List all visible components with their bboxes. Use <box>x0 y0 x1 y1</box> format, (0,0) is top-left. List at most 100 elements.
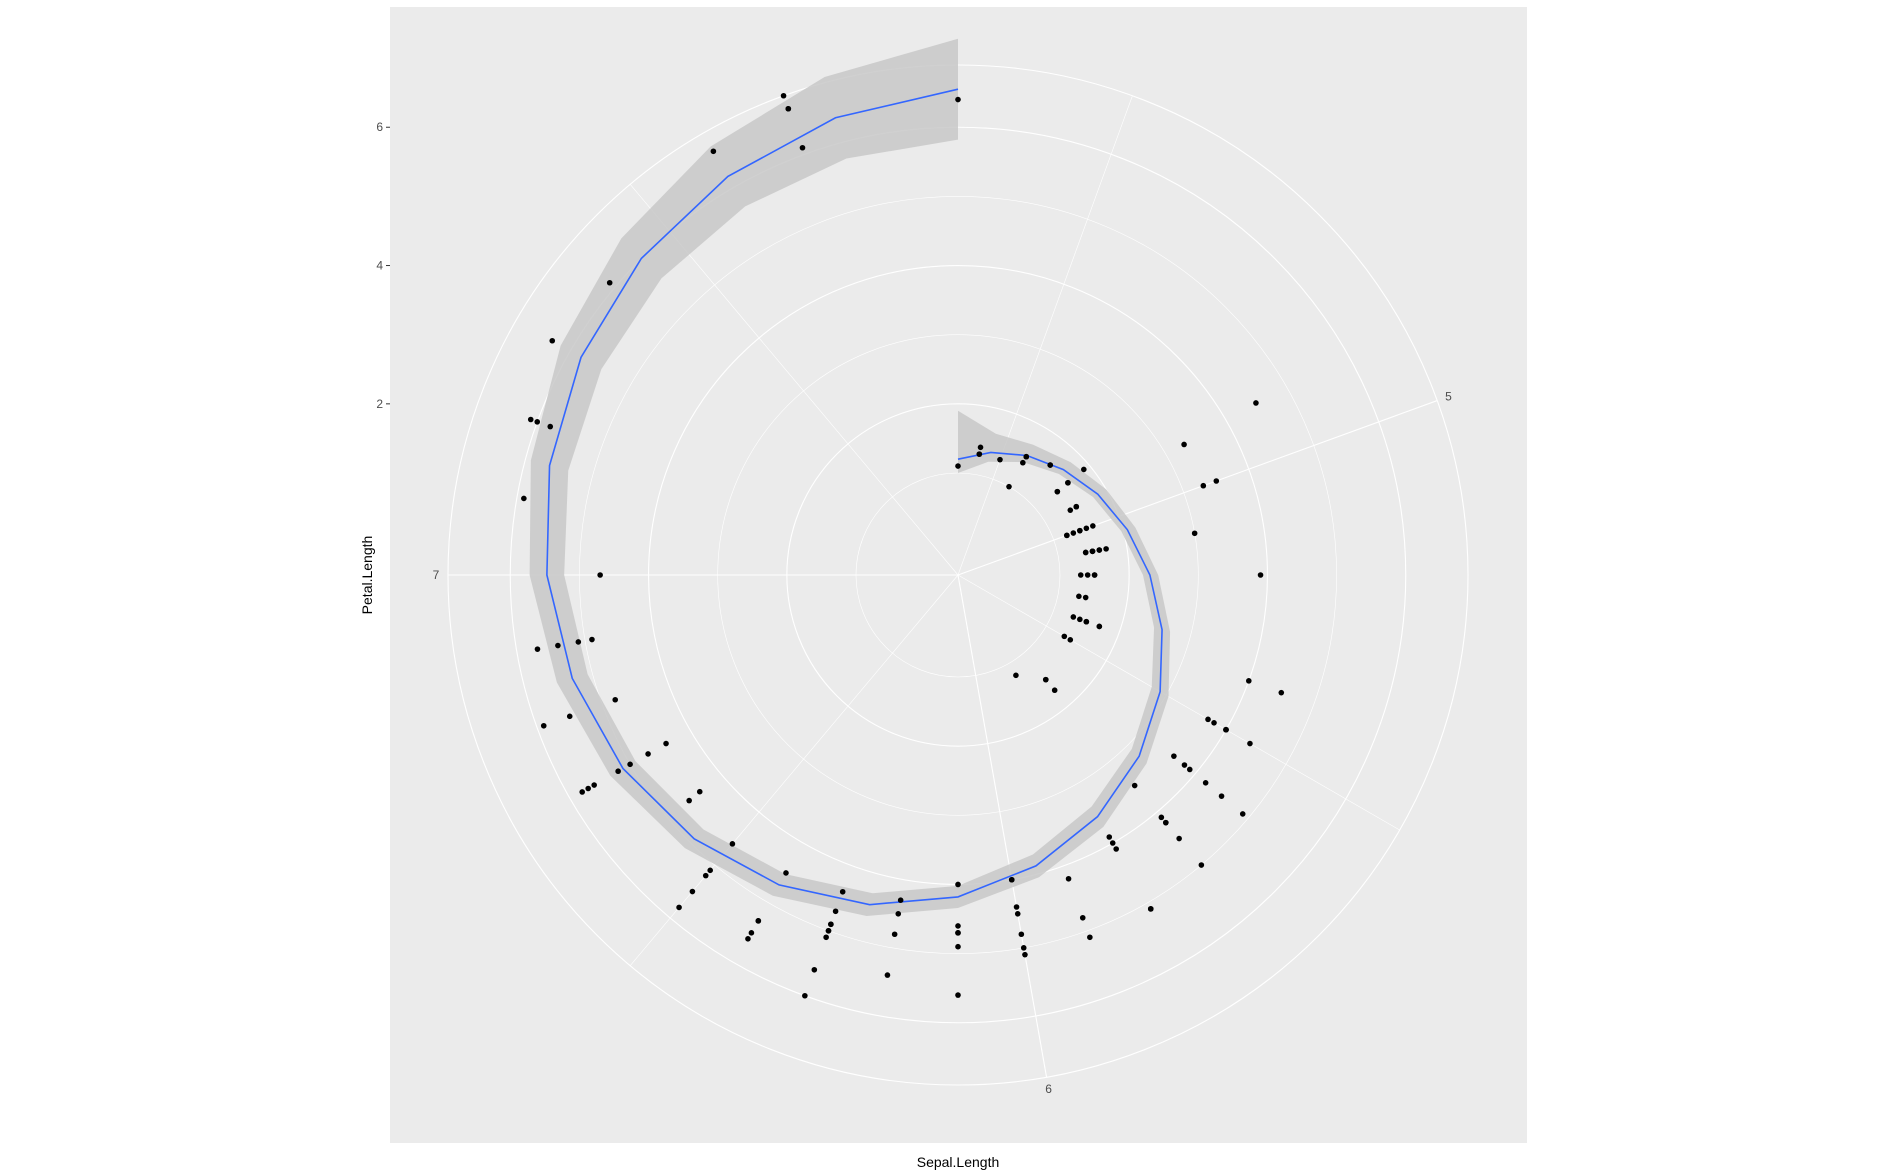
data-point <box>1213 478 1220 484</box>
grid-spoke <box>957 95 1133 576</box>
data-point <box>702 872 709 879</box>
r-tick-label: 6 <box>376 120 383 134</box>
data-point <box>884 972 891 978</box>
data-point <box>1096 623 1103 630</box>
data-point <box>1020 945 1027 951</box>
data-point <box>1047 462 1054 468</box>
data-point <box>811 966 818 973</box>
data-point <box>745 936 751 942</box>
data-point <box>1278 689 1285 696</box>
data-point <box>1061 633 1068 640</box>
data-point <box>1091 572 1098 578</box>
data-point <box>1223 726 1229 733</box>
data-point <box>1013 904 1020 910</box>
data-point <box>802 992 808 999</box>
data-point <box>1257 572 1264 578</box>
data-point <box>955 923 961 929</box>
data-point <box>832 908 839 915</box>
data-point <box>1106 834 1113 840</box>
data-point <box>955 463 961 469</box>
data-point <box>566 713 573 720</box>
data-point <box>1077 527 1083 534</box>
data-point <box>1006 483 1012 490</box>
data-point <box>1073 503 1080 510</box>
data-point <box>799 144 806 151</box>
data-point <box>1051 687 1058 694</box>
data-point <box>540 722 547 729</box>
data-point <box>1077 572 1084 578</box>
data-point <box>1218 793 1225 799</box>
data-point <box>1065 479 1071 486</box>
data-point <box>1186 766 1193 773</box>
data-point <box>785 105 792 112</box>
data-point <box>729 841 736 847</box>
data-point <box>1113 846 1119 852</box>
data-point <box>645 751 651 757</box>
data-point <box>710 148 717 155</box>
data-point <box>521 495 527 502</box>
data-point <box>615 768 621 775</box>
data-point <box>955 96 961 103</box>
data-point <box>1176 835 1182 842</box>
data-point <box>547 423 554 430</box>
theta-tick-label: 7 <box>433 568 440 582</box>
data-point <box>1082 549 1089 556</box>
data-point <box>686 797 692 804</box>
x-axis-title: Sepal.Length <box>917 1154 1000 1170</box>
polar-grid <box>447 64 1469 1086</box>
data-point <box>549 337 556 344</box>
data-point <box>977 444 984 451</box>
grid-spoke <box>629 574 959 966</box>
data-point <box>828 921 834 928</box>
data-point <box>1096 547 1103 553</box>
data-point <box>1070 614 1077 620</box>
data-point <box>976 451 983 457</box>
grid-spoke <box>957 574 1048 1078</box>
data-point <box>579 789 585 795</box>
data-point <box>1181 762 1188 768</box>
data-point <box>1109 840 1116 846</box>
data-point <box>1089 548 1096 555</box>
data-point <box>1023 453 1030 460</box>
data-point <box>897 897 904 903</box>
data-point <box>1253 400 1259 406</box>
data-point <box>1014 911 1021 917</box>
r-tick-label: 4 <box>376 259 383 273</box>
data-point <box>823 934 829 941</box>
data-point <box>955 930 961 936</box>
data-point <box>689 888 696 895</box>
data-point <box>1198 862 1205 868</box>
data-point <box>1084 572 1091 578</box>
y-axis-title: Petal.Length <box>359 536 375 615</box>
data-points <box>521 92 1285 999</box>
data-point <box>783 870 789 876</box>
data-point <box>1087 934 1093 941</box>
data-point <box>1042 676 1049 683</box>
r-tick-label: 2 <box>376 397 383 411</box>
data-point <box>597 572 603 578</box>
data-point <box>891 931 898 938</box>
data-point <box>1083 525 1090 532</box>
data-point <box>612 696 619 703</box>
data-point <box>606 279 613 286</box>
theta-tick-labels: 5 6 7 <box>433 389 1453 1096</box>
data-point <box>755 918 762 924</box>
data-point <box>1103 546 1109 552</box>
data-point <box>1158 814 1165 821</box>
data-point <box>780 92 787 99</box>
data-point <box>825 927 832 934</box>
data-point <box>1022 951 1028 958</box>
data-point <box>1147 906 1154 912</box>
data-point <box>1163 819 1169 826</box>
smooth-line-group <box>546 88 1163 906</box>
data-point <box>591 782 597 788</box>
data-point <box>1076 593 1082 600</box>
data-point <box>1247 740 1253 747</box>
grid-spoke <box>957 400 1438 576</box>
data-point <box>895 911 902 917</box>
theta-tick-label: 5 <box>1445 389 1452 403</box>
data-point <box>997 456 1003 463</box>
data-point <box>1054 488 1061 495</box>
data-point <box>1008 876 1015 883</box>
